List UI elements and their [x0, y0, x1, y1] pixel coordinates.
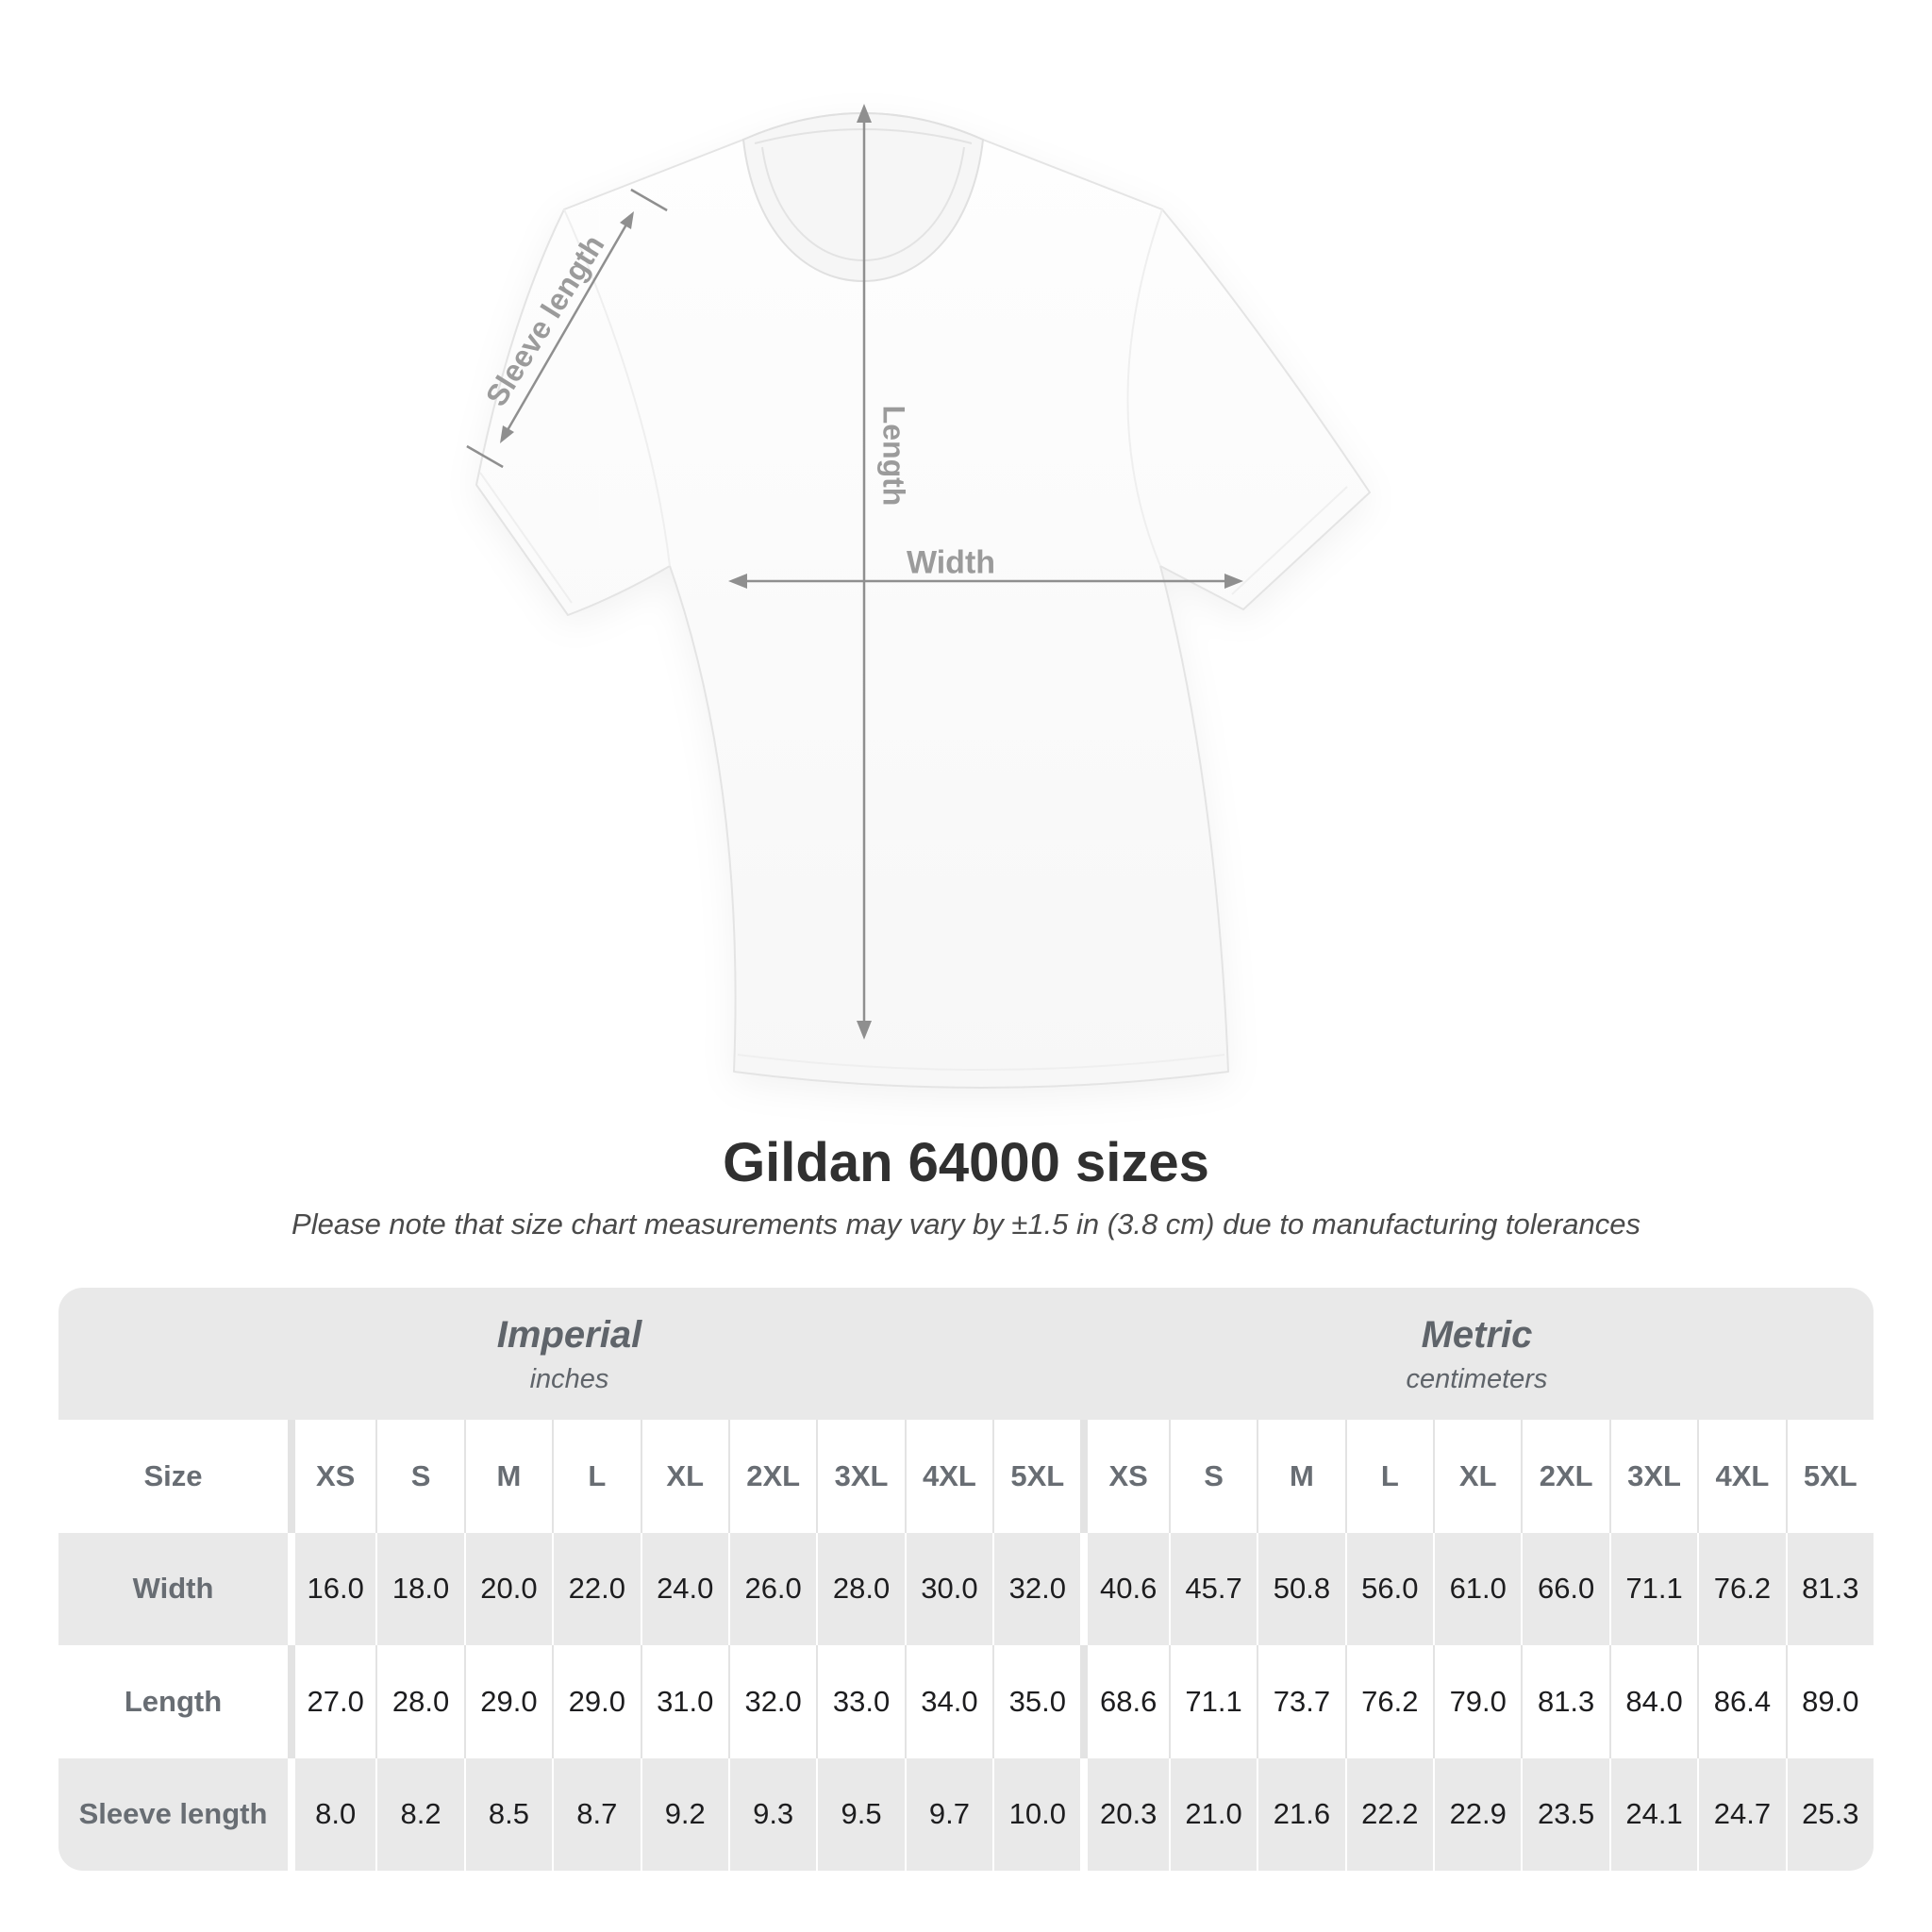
tshirt-seams: [479, 208, 1348, 1071]
size-header-metric: S: [1168, 1420, 1257, 1533]
imperial-title: Imperial: [496, 1313, 642, 1356]
measurement-value-imperial: 22.0: [552, 1532, 641, 1645]
size-header-imperial: L: [552, 1420, 641, 1533]
measurement-value-imperial: 8.2: [375, 1757, 464, 1871]
measurement-value-imperial: 8.5: [463, 1757, 553, 1871]
measurement-value-metric: 61.0: [1433, 1532, 1522, 1645]
imperial-unit: inches: [529, 1363, 609, 1394]
measurement-value-imperial: 8.0: [288, 1757, 376, 1871]
measurement-value-metric: 89.0: [1785, 1645, 1874, 1758]
size-header-metric: 4XL: [1697, 1420, 1786, 1533]
measurement-value-imperial: 31.0: [640, 1645, 728, 1758]
measurement-value-imperial: 34.0: [904, 1645, 993, 1758]
size-header-metric: L: [1344, 1420, 1434, 1533]
measurement-value-imperial: 33.0: [816, 1645, 905, 1758]
measurement-value-metric: 66.0: [1521, 1532, 1609, 1645]
size-header-imperial: XS: [288, 1420, 376, 1533]
measurement-value-imperial: 30.0: [904, 1532, 993, 1645]
measurement-value-metric: 22.2: [1344, 1757, 1434, 1871]
size-header-imperial: XL: [640, 1420, 728, 1533]
measurement-value-metric: 56.0: [1344, 1532, 1434, 1645]
measurement-value-metric: 73.7: [1257, 1645, 1345, 1758]
unit-section-metric: Metric centimeters: [1080, 1288, 1874, 1420]
measurement-value-imperial: 28.0: [816, 1532, 905, 1645]
measurement-value-metric: 20.3: [1080, 1757, 1169, 1871]
page-title: Gildan 64000 sizes: [723, 1132, 1209, 1193]
measurement-value-metric: 21.6: [1257, 1757, 1345, 1871]
measurement-value-imperial: 18.0: [375, 1532, 464, 1645]
size-header-imperial: 2XL: [727, 1420, 817, 1533]
measurement-value-metric: 86.4: [1697, 1645, 1786, 1758]
metric-title: Metric: [1421, 1313, 1533, 1356]
measurement-value-imperial: 9.2: [640, 1757, 728, 1871]
measurement-value-metric: 22.9: [1433, 1757, 1522, 1871]
measurement-value-imperial: 16.0: [288, 1532, 376, 1645]
measurement-value-metric: 24.1: [1608, 1757, 1698, 1871]
measurement-value-imperial: 27.0: [288, 1645, 376, 1758]
row-label: Width: [58, 1532, 288, 1645]
measurement-value-imperial: 9.7: [904, 1757, 993, 1871]
unit-header-band: Imperial inches Metric centimeters: [58, 1288, 1874, 1420]
size-table: Imperial inches Metric centimeters Size X…: [58, 1288, 1874, 1871]
measurement-value-imperial: 9.5: [816, 1757, 905, 1871]
measurement-value-imperial: 29.0: [552, 1645, 641, 1758]
tolerance-note: Please note that size chart measurements…: [291, 1208, 1641, 1241]
sleeve-arrow: [466, 188, 668, 469]
measurement-value-imperial: 24.0: [640, 1532, 728, 1645]
measurement-value-metric: 40.6: [1080, 1532, 1169, 1645]
unit-section-imperial: Imperial inches: [58, 1288, 1080, 1420]
measurement-value-metric: 50.8: [1257, 1532, 1345, 1645]
measurement-value-imperial: 32.0: [992, 1532, 1081, 1645]
tshirt-diagram: Sleeve length Length Width: [466, 104, 1371, 1089]
measurement-value-metric: 71.1: [1608, 1532, 1698, 1645]
size-header-metric: 5XL: [1785, 1420, 1874, 1533]
width-arrow: [728, 574, 1243, 589]
measurement-value-imperial: 20.0: [463, 1532, 553, 1645]
measurement-value-metric: 45.7: [1168, 1532, 1257, 1645]
measurement-value-imperial: 8.7: [552, 1757, 641, 1871]
size-header-imperial: 4XL: [904, 1420, 993, 1533]
size-corner-header: Size: [58, 1420, 288, 1533]
measurement-value-imperial: 26.0: [727, 1532, 817, 1645]
measurement-value-imperial: 9.3: [727, 1757, 817, 1871]
tshirt-silhouette: [475, 112, 1371, 1089]
measurement-value-imperial: 28.0: [375, 1645, 464, 1758]
metric-unit: centimeters: [1406, 1363, 1548, 1394]
size-header-metric: 2XL: [1521, 1420, 1609, 1533]
row-label: Length: [58, 1645, 288, 1758]
measurement-value-metric: 24.7: [1697, 1757, 1786, 1871]
length-label: Length: [876, 405, 911, 507]
measurement-value-imperial: 10.0: [992, 1757, 1081, 1871]
width-label: Width: [906, 544, 996, 581]
measurement-value-imperial: 32.0: [727, 1645, 817, 1758]
size-header-imperial: 5XL: [992, 1420, 1081, 1533]
measurement-value-metric: 23.5: [1521, 1757, 1609, 1871]
measurement-value-imperial: 29.0: [463, 1645, 553, 1758]
size-header-imperial: M: [463, 1420, 553, 1533]
length-arrow: [857, 104, 872, 1040]
measurement-value-metric: 81.3: [1785, 1532, 1874, 1645]
measurement-value-imperial: 35.0: [992, 1645, 1081, 1758]
measurement-value-metric: 71.1: [1168, 1645, 1257, 1758]
tshirt-graphic: [466, 104, 1371, 1089]
size-header-metric: 3XL: [1608, 1420, 1698, 1533]
size-header-metric: XS: [1080, 1420, 1169, 1533]
size-header-metric: M: [1257, 1420, 1345, 1533]
size-header-imperial: 3XL: [816, 1420, 905, 1533]
heading-block: Gildan 64000 sizes Please note that size…: [0, 1134, 1932, 1241]
row-label: Sleeve length: [58, 1757, 288, 1871]
size-header-imperial: S: [375, 1420, 464, 1533]
size-header-metric: XL: [1433, 1420, 1522, 1533]
measurement-value-metric: 76.2: [1697, 1532, 1786, 1645]
measurement-value-metric: 68.6: [1080, 1645, 1169, 1758]
measurement-value-metric: 21.0: [1168, 1757, 1257, 1871]
measurement-value-metric: 81.3: [1521, 1645, 1609, 1758]
size-grid: Size XS S M L XL 2XL 3XL 4XL 5XL XS S M L XL 2XL 3XL 4XL 5…: [58, 1420, 1874, 1871]
measurement-value-metric: 84.0: [1608, 1645, 1698, 1758]
measurement-value-metric: 79.0: [1433, 1645, 1522, 1758]
measurement-value-metric: 76.2: [1344, 1645, 1434, 1758]
measurement-value-metric: 25.3: [1785, 1757, 1874, 1871]
